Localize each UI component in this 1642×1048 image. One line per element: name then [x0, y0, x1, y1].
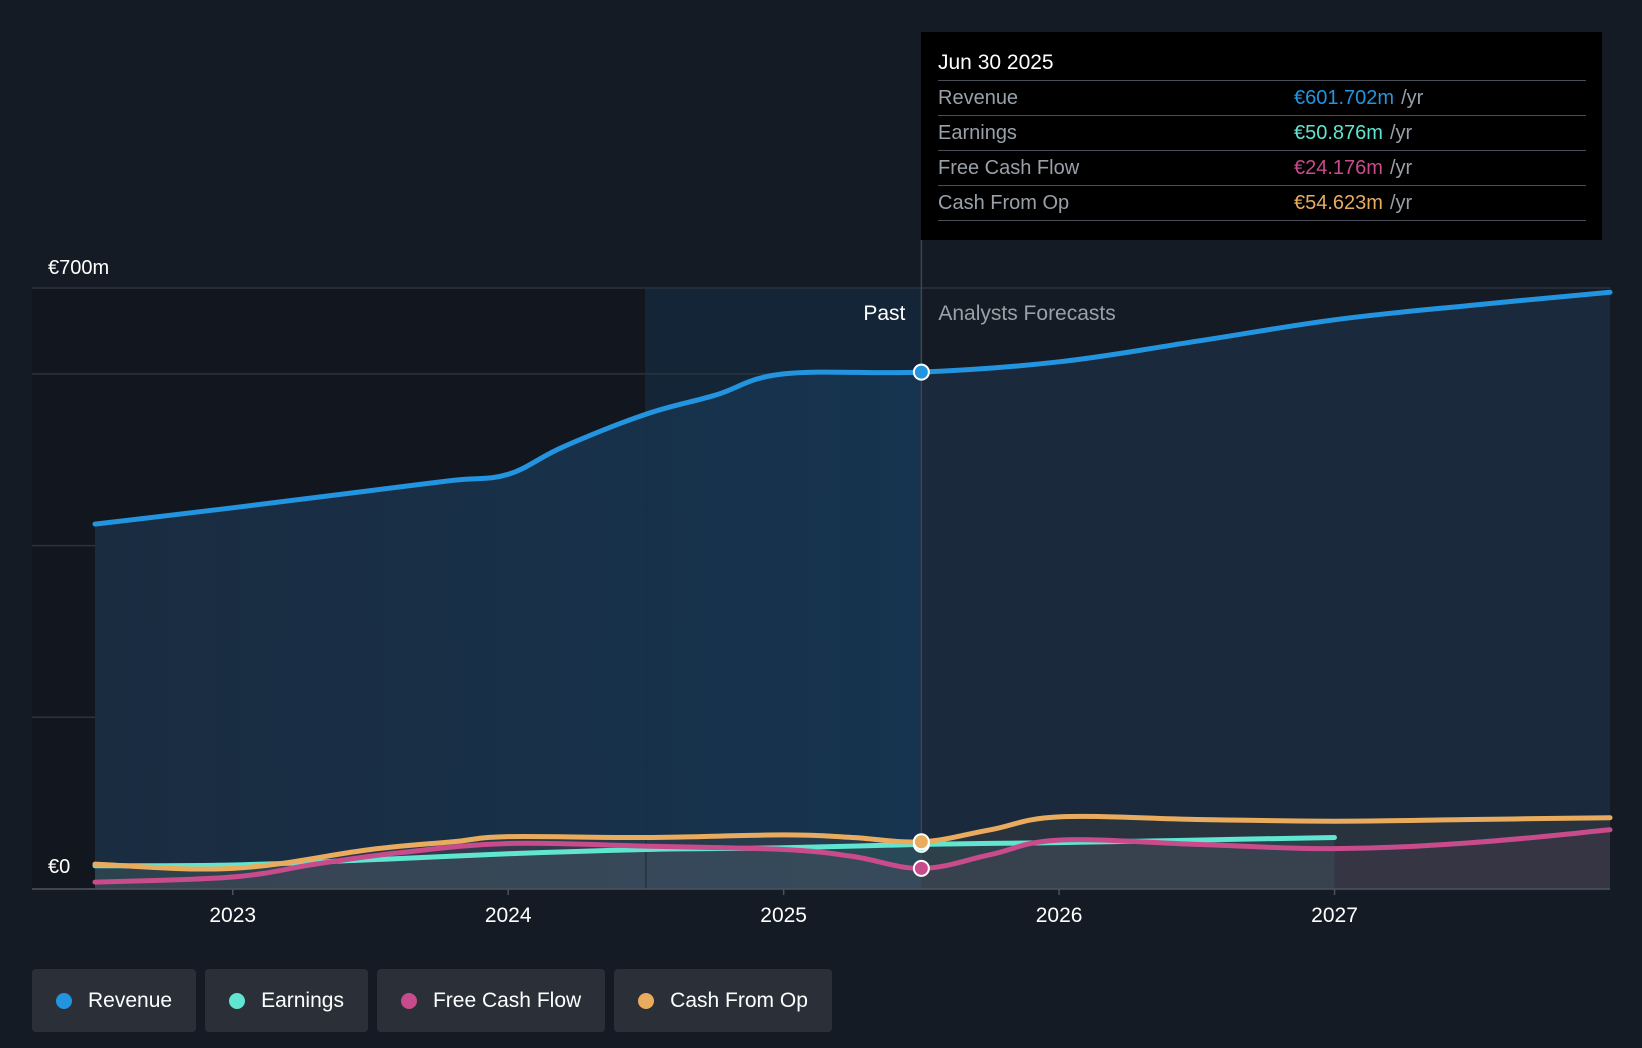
series-area-earnings — [95, 837, 1335, 889]
tooltip-label: Revenue — [938, 87, 1019, 109]
series-line-revenue — [92, 289, 1613, 527]
x-axis-tick-label: 2026 — [1036, 904, 1083, 927]
legend-dot-icon — [400, 992, 417, 1009]
tooltip-unit: /yr — [1389, 122, 1413, 144]
tooltip-label: Earnings — [938, 122, 1017, 144]
past-label: Past — [863, 302, 905, 325]
tooltip-value: €50.876m — [1294, 122, 1383, 144]
tooltip-row-earnings: Earnings €50.876m /yr — [938, 116, 1586, 151]
tooltip-unit: /yr — [1401, 87, 1424, 109]
legend-dot-icon — [229, 992, 246, 1009]
x-axis-tick-label: 2024 — [485, 904, 532, 927]
legend-dot-icon — [638, 992, 655, 1009]
tooltip-row-free-cash-flow: Free Cash Flow €24.176m /yr — [938, 151, 1586, 186]
tooltip-value: €24.176m — [1294, 157, 1383, 179]
tooltip-row-revenue: Revenue €601.702m /yr — [938, 81, 1586, 116]
series-line-free-cash-flow — [92, 827, 1613, 885]
x-axis-tick-label: 2023 — [209, 904, 256, 927]
tooltip-row-cash-from-op: Cash From Op €54.623m /yr — [938, 186, 1586, 221]
tooltip-date: Jun 30 2025 — [938, 46, 1586, 81]
y-axis-bottom-label: €0 — [48, 856, 70, 878]
hover-tooltip: Jun 30 2025 Revenue €601.702m /yr Earnin… — [921, 32, 1602, 240]
series-area-cash-from-op — [95, 816, 1610, 889]
tooltip-unit: /yr — [1389, 192, 1413, 214]
revenue-area-forecast — [921, 292, 1610, 889]
forecast-label: Analysts Forecasts — [938, 302, 1115, 325]
legend: Revenue Earnings Free Cash Flow Cash Fro… — [32, 969, 832, 1032]
tooltip-value: €54.623m — [1294, 192, 1383, 214]
x-axis-tick-label: 2027 — [1311, 904, 1358, 927]
x-axis-tick-label: 2025 — [760, 904, 807, 927]
tooltip-unit: /yr — [1389, 157, 1413, 179]
legend-item-free-cash-flow[interactable]: Free Cash Flow — [376, 969, 606, 1032]
legend-item-earnings[interactable]: Earnings — [205, 969, 368, 1032]
marker-cash-from-op — [912, 833, 930, 851]
series-area-free-cash-flow — [95, 829, 1610, 889]
tooltip-label: Cash From Op — [938, 192, 1070, 214]
legend-label: Revenue — [88, 988, 173, 1012]
tooltip-label: Free Cash Flow — [938, 157, 1080, 179]
legend-label: Cash From Op — [670, 988, 808, 1012]
legend-label: Earnings — [261, 988, 344, 1012]
y-axis-top-label: €700m — [48, 257, 109, 279]
marker-free-cash-flow — [912, 859, 930, 877]
legend-label: Free Cash Flow — [432, 988, 582, 1012]
legend-item-revenue[interactable]: Revenue — [32, 969, 197, 1032]
legend-item-cash-from-op[interactable]: Cash From Op — [614, 969, 832, 1032]
legend-dot-icon — [56, 992, 72, 1009]
marker-revenue — [912, 363, 930, 381]
tooltip-value: €601.702m — [1294, 87, 1395, 109]
series-line-cash-from-op — [92, 813, 1613, 872]
